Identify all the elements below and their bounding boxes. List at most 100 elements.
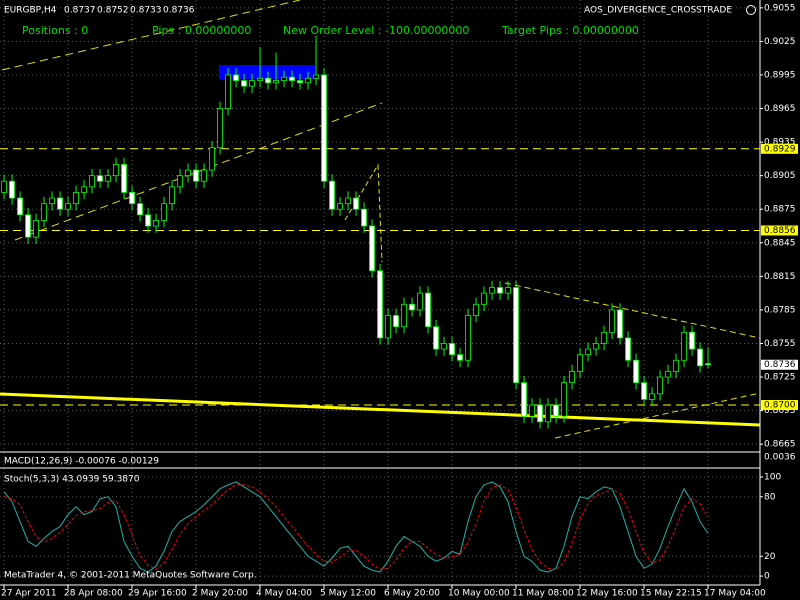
- x-tick-label: 11 May 08:00: [512, 589, 574, 599]
- candle-body: [97, 175, 103, 182]
- candle-body: [641, 382, 647, 400]
- candle-body: [65, 203, 71, 210]
- candle-body: [657, 376, 663, 395]
- candle-body: [601, 331, 607, 344]
- candle-body: [705, 363, 711, 366]
- level-box: [761, 225, 798, 236]
- candle-body: [393, 315, 399, 328]
- candle-body: [137, 203, 143, 216]
- y-tick-label: 80: [764, 492, 776, 502]
- candle-body: [449, 343, 455, 356]
- candle-body: [673, 359, 679, 372]
- candle-body: [697, 348, 703, 367]
- candle-body: [353, 197, 359, 210]
- candle-body: [409, 303, 415, 311]
- candle-body: [265, 77, 271, 84]
- indicator-icon[interactable]: [746, 5, 756, 15]
- candle-body: [513, 287, 519, 384]
- level-label: 0.8736: [764, 360, 796, 370]
- stochastic: 100 80 20 0: [0, 472, 781, 582]
- candle-body: [369, 225, 375, 272]
- candle-body: [233, 74, 239, 81]
- footer: MetaTrader 4, © 2001-2011 MetaQuotes Sof…: [4, 571, 257, 581]
- candle-body: [425, 292, 431, 328]
- candle-body: [217, 108, 223, 149]
- candle-body: [665, 371, 671, 378]
- indicator-name: AOS_DIVERGENCE_CROSSTRADE: [584, 6, 732, 16]
- candle-body: [457, 354, 463, 361]
- candle-body: [529, 404, 535, 417]
- candle-body: [505, 287, 511, 294]
- candle-body: [329, 180, 335, 210]
- candle-body: [377, 270, 383, 339]
- support-line: [0, 392, 761, 427]
- candle-body: [577, 354, 583, 372]
- quote-label: 0.8737: [64, 6, 96, 16]
- candle-body: [345, 197, 351, 205]
- level-box: [761, 143, 798, 154]
- candle-body: [561, 382, 567, 417]
- candle-body: [401, 303, 407, 328]
- candle-body: [49, 197, 55, 205]
- status-text: New Order Level : -100.00000000: [283, 24, 469, 37]
- y-tick-label: 0.8965: [764, 104, 796, 114]
- quote-label: 0.8733: [130, 6, 162, 16]
- level-label: 0.8929: [764, 144, 796, 154]
- candle-body: [201, 169, 207, 182]
- y-tick-label: 0.8935: [764, 138, 796, 148]
- candle-body: [609, 309, 615, 333]
- x-tick-label: 10 May 00:00: [448, 589, 510, 599]
- trend-line: [554, 392, 761, 439]
- y-tick-label: 0.9025: [764, 37, 796, 47]
- candle-body: [649, 393, 655, 400]
- quote-label: 0.8736: [163, 6, 195, 16]
- candle-body: [305, 77, 311, 84]
- candle-body: [521, 382, 527, 417]
- trend-lines: [0, 0, 761, 439]
- y-tick-label: 0.8995: [764, 70, 796, 80]
- candle-body: [113, 164, 119, 177]
- candle-body: [289, 76, 295, 81]
- candle-body: [433, 326, 439, 350]
- candle-body: [465, 315, 471, 361]
- candle-body: [41, 203, 47, 221]
- y-tick-label: 0: [764, 572, 770, 582]
- candle-body: [121, 164, 127, 193]
- candle-body: [25, 214, 31, 238]
- x-tick-label: 12 May 16:00: [576, 589, 638, 599]
- trend-line: [344, 163, 383, 263]
- y-tick-label: 0.8815: [764, 272, 796, 282]
- candle-body: [313, 74, 319, 79]
- x-tick-label: 6 May 20:00: [384, 589, 440, 599]
- candle-body: [321, 74, 327, 182]
- candle-body: [177, 175, 183, 188]
- y-tick-label: 100: [764, 472, 781, 482]
- candle-body: [337, 203, 343, 210]
- candle-body: [17, 197, 23, 216]
- candle-body: [249, 80, 255, 87]
- candle-body: [633, 359, 639, 384]
- candle-body: [105, 175, 111, 182]
- candle-body: [545, 404, 551, 423]
- candle-body: [553, 404, 559, 417]
- candle-body: [481, 292, 487, 305]
- levels: 0.8929 0.8856 0.8736 0.8700: [0, 143, 798, 411]
- y-tick-label: 0.8755: [764, 339, 796, 349]
- stoch-line: [3, 484, 709, 571]
- stoch-label: Stoch(5,3,3) 43.0939 59.3870: [4, 475, 140, 485]
- x-tick-label: 5 May 12:00: [320, 589, 376, 599]
- status-text: Positions : 0: [22, 24, 88, 37]
- quote-label: 0.8752: [97, 6, 129, 16]
- y-tick-label: 0.8875: [764, 205, 796, 215]
- status-text: Target Pips : 0.00000000: [501, 24, 639, 37]
- candle-body: [689, 331, 695, 350]
- level-box: [761, 400, 798, 411]
- status-text: Pips : 0.00000000: [152, 24, 251, 37]
- candle-body: [569, 371, 575, 384]
- macd-label: MACD(12,26,9) -0.00076 -0.00129: [4, 457, 159, 467]
- level-label: 0.8856: [764, 226, 796, 236]
- y-tick-label: 0.8905: [764, 171, 796, 181]
- labels: EURGBP,H4 0.8737 0.8752 0.8733 0.8736 AO…: [4, 5, 796, 581]
- y-tick-label: 0.8695: [764, 406, 796, 416]
